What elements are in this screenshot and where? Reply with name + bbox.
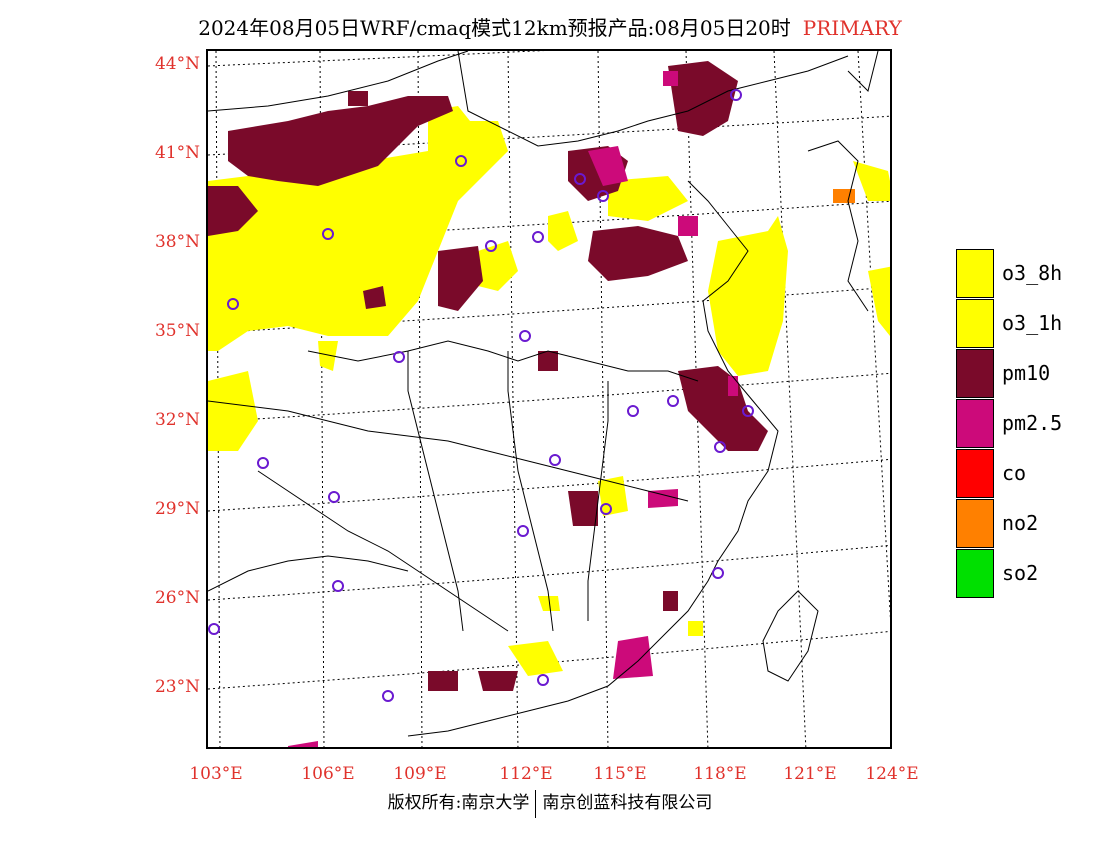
lat-label-38: 38°N bbox=[154, 232, 200, 252]
legend-swatch-so2 bbox=[956, 549, 994, 598]
monitoring-stations bbox=[208, 89, 754, 702]
footer-separator bbox=[535, 789, 537, 818]
boundaries bbox=[208, 51, 879, 737]
legend-swatch-pm10 bbox=[956, 349, 994, 398]
map-title: 2024年08月05日WRF/cmaq模式12km预报产品:08月05日20时 P… bbox=[0, 12, 1100, 41]
lon-label-115: 115°E bbox=[593, 764, 647, 784]
pm10-areas bbox=[208, 61, 768, 691]
pm25-areas bbox=[288, 71, 738, 747]
lat-label-26: 26°N bbox=[154, 588, 200, 608]
legend-swatch-o3-8h bbox=[956, 249, 994, 298]
legend-swatch-co bbox=[956, 449, 994, 498]
lat-label-29: 29°N bbox=[154, 499, 200, 519]
lon-label-106: 106°E bbox=[301, 764, 355, 784]
legend-label-pm25: pm2.5 bbox=[1002, 411, 1063, 435]
footer-left: 版权所有:南京大学 bbox=[387, 793, 530, 813]
lat-label-44: 44°N bbox=[154, 54, 200, 74]
footer-right: 南京创蓝科技有限公司 bbox=[542, 793, 713, 813]
lon-label-124: 124°E bbox=[865, 764, 919, 784]
lat-label-41: 41°N bbox=[154, 143, 200, 163]
title-text: 2024年08月05日WRF/cmaq模式12km预报产品:08月05日20时 bbox=[198, 16, 791, 40]
lat-label-35: 35°N bbox=[154, 321, 200, 341]
lon-label-118: 118°E bbox=[693, 764, 747, 784]
lat-label-32: 32°N bbox=[154, 410, 200, 430]
lon-label-109: 109°E bbox=[393, 764, 447, 784]
legend-swatch-pm25 bbox=[956, 399, 994, 448]
legend-label-pm10: pm10 bbox=[1002, 361, 1051, 385]
legend-label-no2: no2 bbox=[1002, 511, 1039, 535]
lon-label-112: 112°E bbox=[499, 764, 553, 784]
legend-swatch-no2 bbox=[956, 499, 994, 548]
lat-label-23: 23°N bbox=[154, 677, 200, 697]
title-mode: PRIMARY bbox=[802, 16, 902, 40]
no2-area bbox=[833, 189, 855, 203]
legend-label-o3-1h: o3_1h bbox=[1002, 311, 1063, 335]
lon-label-103: 103°E bbox=[189, 764, 243, 784]
copyright-footer: 版权所有:南京大学 南京创蓝科技有限公司 bbox=[0, 788, 1100, 818]
legend-label-co: co bbox=[1002, 461, 1027, 485]
legend-swatch-o3-1h bbox=[956, 299, 994, 348]
legend-label-o3-8h: o3_8h bbox=[1002, 261, 1063, 285]
lon-label-121: 121°E bbox=[783, 764, 837, 784]
map-panel bbox=[206, 49, 892, 749]
pollution-map bbox=[208, 51, 890, 747]
legend-label-so2: so2 bbox=[1002, 561, 1039, 585]
